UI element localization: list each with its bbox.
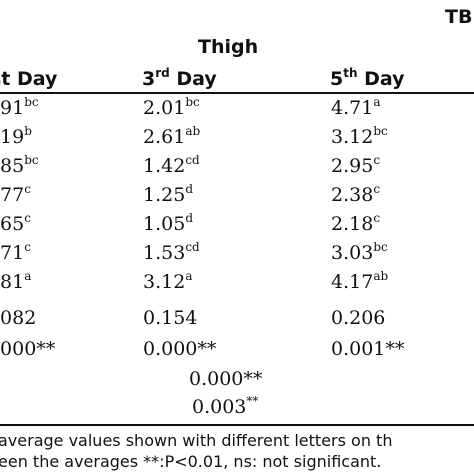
- cell-value: 3.12: [143, 271, 186, 293]
- cell-value: .082: [0, 307, 37, 329]
- column-header-1st-day: st Day: [0, 70, 57, 89]
- cell-value: 3.03: [331, 242, 374, 264]
- cell-value: 1.53: [143, 242, 186, 264]
- cell-value: 3.12: [331, 126, 374, 148]
- cell-value: 2.95: [331, 155, 374, 177]
- cell-value: 1.05: [143, 213, 186, 235]
- table-cell: 2.61ab: [143, 125, 200, 148]
- cell-letters: c: [373, 211, 381, 225]
- cell-value: 2.38: [331, 184, 374, 206]
- cell-letters: c: [24, 240, 31, 254]
- table-cell: 1.25d: [143, 183, 193, 206]
- cell-letters: ab: [373, 269, 389, 283]
- cell-letters: d: [185, 211, 193, 225]
- table-cell: 4.17ab: [331, 270, 388, 293]
- cell-letters: bc: [373, 124, 388, 138]
- column-header-5th-day: 5th Day: [330, 67, 405, 90]
- table-cell: 3.03bc: [331, 241, 388, 264]
- column-header-5th-day-sup: th: [343, 66, 358, 80]
- table-cell: .77c: [0, 183, 31, 206]
- cell-value: .71: [0, 242, 25, 264]
- table-cell: 3.12bc: [331, 125, 388, 148]
- column-header-3rd-day-sup: rd: [155, 66, 170, 80]
- table-cell: 0.001**: [331, 340, 404, 359]
- footnote-line-1: average values shown with different lett…: [0, 431, 393, 450]
- table-cell: 2.18c: [331, 212, 380, 235]
- cell-value: .19: [0, 126, 25, 148]
- cell-letters: ab: [185, 124, 201, 138]
- table-cell: 0.000**: [143, 340, 216, 359]
- table-cell: 1.53cd: [143, 241, 200, 264]
- cell-value: 0.000**: [143, 338, 217, 360]
- table-cell: 3.12a: [143, 270, 192, 293]
- cell-value: .77: [0, 184, 25, 206]
- cell-value: 1.42: [143, 155, 186, 177]
- table-cell: 2.01bc: [143, 96, 200, 119]
- cell-letters: a: [24, 269, 32, 283]
- cell-value: 0.206: [331, 307, 386, 329]
- header-rule: [0, 92, 474, 94]
- cell-value: .65: [0, 213, 25, 235]
- cell-value: 4.71: [331, 97, 374, 119]
- cell-value: 0.001**: [331, 338, 405, 360]
- table-cell: 4.71a: [331, 96, 380, 119]
- cell-value: 2.18: [331, 213, 374, 235]
- cell-letters: bc: [24, 153, 39, 167]
- column-header-5th-day-rest: Day: [357, 68, 405, 90]
- cell-letters: c: [373, 182, 381, 196]
- table-cell: 0.154: [143, 309, 197, 328]
- significance-value: 0.000**: [189, 368, 263, 390]
- cell-letters: a: [185, 269, 193, 283]
- bottom-rule: [0, 424, 474, 426]
- cell-letters: a: [373, 95, 381, 109]
- column-header-3rd-day-num: 3: [142, 68, 156, 90]
- cell-letters: c: [373, 153, 381, 167]
- table-cell: .81a: [0, 270, 31, 293]
- column-header-1st-day-label: st Day: [0, 68, 58, 90]
- cell-letters: bc: [185, 95, 200, 109]
- cell-value: 1.25: [143, 184, 186, 206]
- group-header-thigh: Thigh: [198, 36, 259, 58]
- footnote-line-2: een the averages **:P<0.01, ns: not sign…: [0, 452, 382, 471]
- table-cell: 1.05d: [143, 212, 193, 235]
- cell-letters: c: [24, 211, 31, 225]
- cell-value: 2.01: [143, 97, 186, 119]
- column-header-3rd-day: 3rd Day: [142, 67, 217, 90]
- cell-value: 0.154: [143, 307, 198, 329]
- cell-letters: cd: [185, 153, 200, 167]
- cell-value: .81: [0, 271, 25, 293]
- table-cell: .000**: [0, 340, 55, 359]
- cell-value: 2.61: [143, 126, 186, 148]
- cell-letters: d: [185, 182, 193, 196]
- cell-letters: bc: [24, 95, 39, 109]
- table-cell: .91bc: [0, 96, 39, 119]
- significance-stars: **: [246, 394, 259, 408]
- cell-letters: b: [24, 124, 32, 138]
- table-cell: 1.42cd: [143, 154, 200, 177]
- significance-value: 0.003**: [192, 395, 258, 418]
- table-title-fragment: TB: [445, 6, 473, 28]
- table-cell: .85bc: [0, 154, 39, 177]
- significance-number: 0.003: [192, 396, 247, 418]
- table-cell: .19b: [0, 125, 32, 148]
- cell-letters: cd: [185, 240, 200, 254]
- table-cell: .082: [0, 309, 36, 328]
- cell-value: .85: [0, 155, 25, 177]
- cell-letters: bc: [373, 240, 388, 254]
- column-header-3rd-day-rest: Day: [169, 68, 217, 90]
- table-cell: 2.95c: [331, 154, 380, 177]
- cell-value: .91: [0, 97, 25, 119]
- table-cell: .71c: [0, 241, 31, 264]
- cell-value: .000**: [0, 338, 56, 360]
- column-header-5th-day-num: 5: [330, 68, 344, 90]
- table-cell: .65c: [0, 212, 31, 235]
- cell-letters: c: [24, 182, 31, 196]
- cell-value: 4.17: [331, 271, 374, 293]
- table-cell: 2.38c: [331, 183, 380, 206]
- table-cell: 0.206: [331, 309, 385, 328]
